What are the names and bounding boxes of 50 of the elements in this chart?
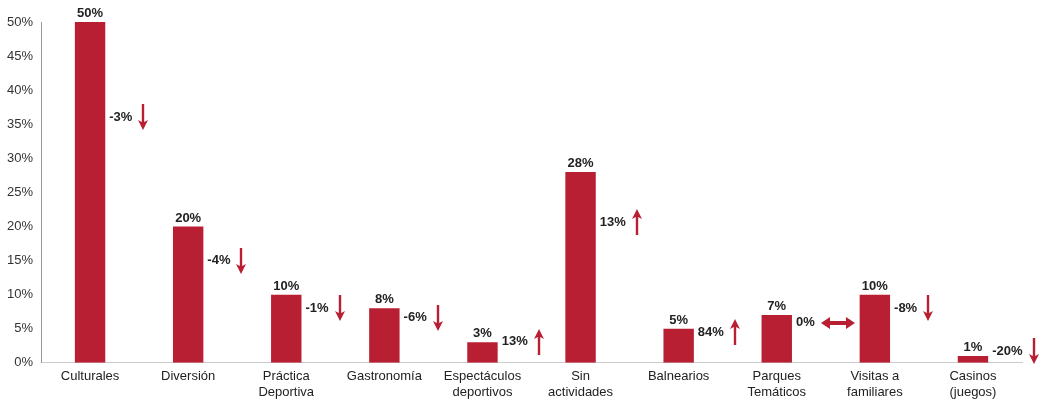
bar [663,328,694,363]
annotation: -6% [403,309,428,325]
annotation: 13% [599,213,627,229]
annotation: -1% [305,299,330,315]
x-tick-label: Casinos (juegos) [949,368,997,399]
annotation: 0% [795,314,816,330]
x-tick-label: Parques Temáticos [747,368,807,399]
bar [859,294,891,363]
annotation: -20% [992,342,1023,358]
data-label: 50% [77,5,104,21]
x-tick-label: Gastronomía [346,368,423,384]
annotation: 13% [501,333,529,349]
bar [74,22,106,363]
y-tick-label: 0% [14,354,34,370]
x-tick-label: Espectáculos deportivos [443,368,522,399]
y-tick-label: 50% [6,13,34,29]
bar [467,342,498,363]
bar [565,171,596,363]
annotation: -8% [894,299,918,315]
x-tick-label: Sin actividades [548,368,614,399]
data-label: 28% [567,155,594,171]
y-tick-label: 45% [6,47,34,63]
data-label: 3% [473,325,493,341]
data-label: 20% [175,209,202,225]
data-label: 10% [861,277,889,293]
data-label: 5% [669,311,689,327]
data-label: 8% [374,291,395,307]
y-tick-label: 40% [6,81,34,97]
y-tick-label: 20% [6,218,34,234]
bar [369,308,400,363]
annotation: -4% [207,252,231,268]
y-tick-label: 35% [6,115,34,131]
x-tick-label: Visitas a familiares [847,368,904,399]
bar [271,294,302,363]
y-tick-label: 10% [6,286,34,302]
bar [761,315,792,363]
y-tick-label: 25% [6,183,34,199]
x-tick-label: Culturales [60,368,120,384]
y-tick-label: 5% [14,320,34,336]
y-tick-label: 15% [6,252,34,268]
data-label: 7% [767,298,787,314]
y-tick-label: 30% [6,149,34,165]
x-tick-label: Práctica Deportiva [258,368,315,399]
annotation: 84% [697,323,725,339]
annotation: -3% [109,109,133,124]
data-label: 1% [963,339,983,355]
data-label: 10% [273,277,300,293]
x-tick-label: Diversión [161,368,216,384]
bar [172,226,204,363]
x-tick-label: Balnearios [647,368,710,384]
